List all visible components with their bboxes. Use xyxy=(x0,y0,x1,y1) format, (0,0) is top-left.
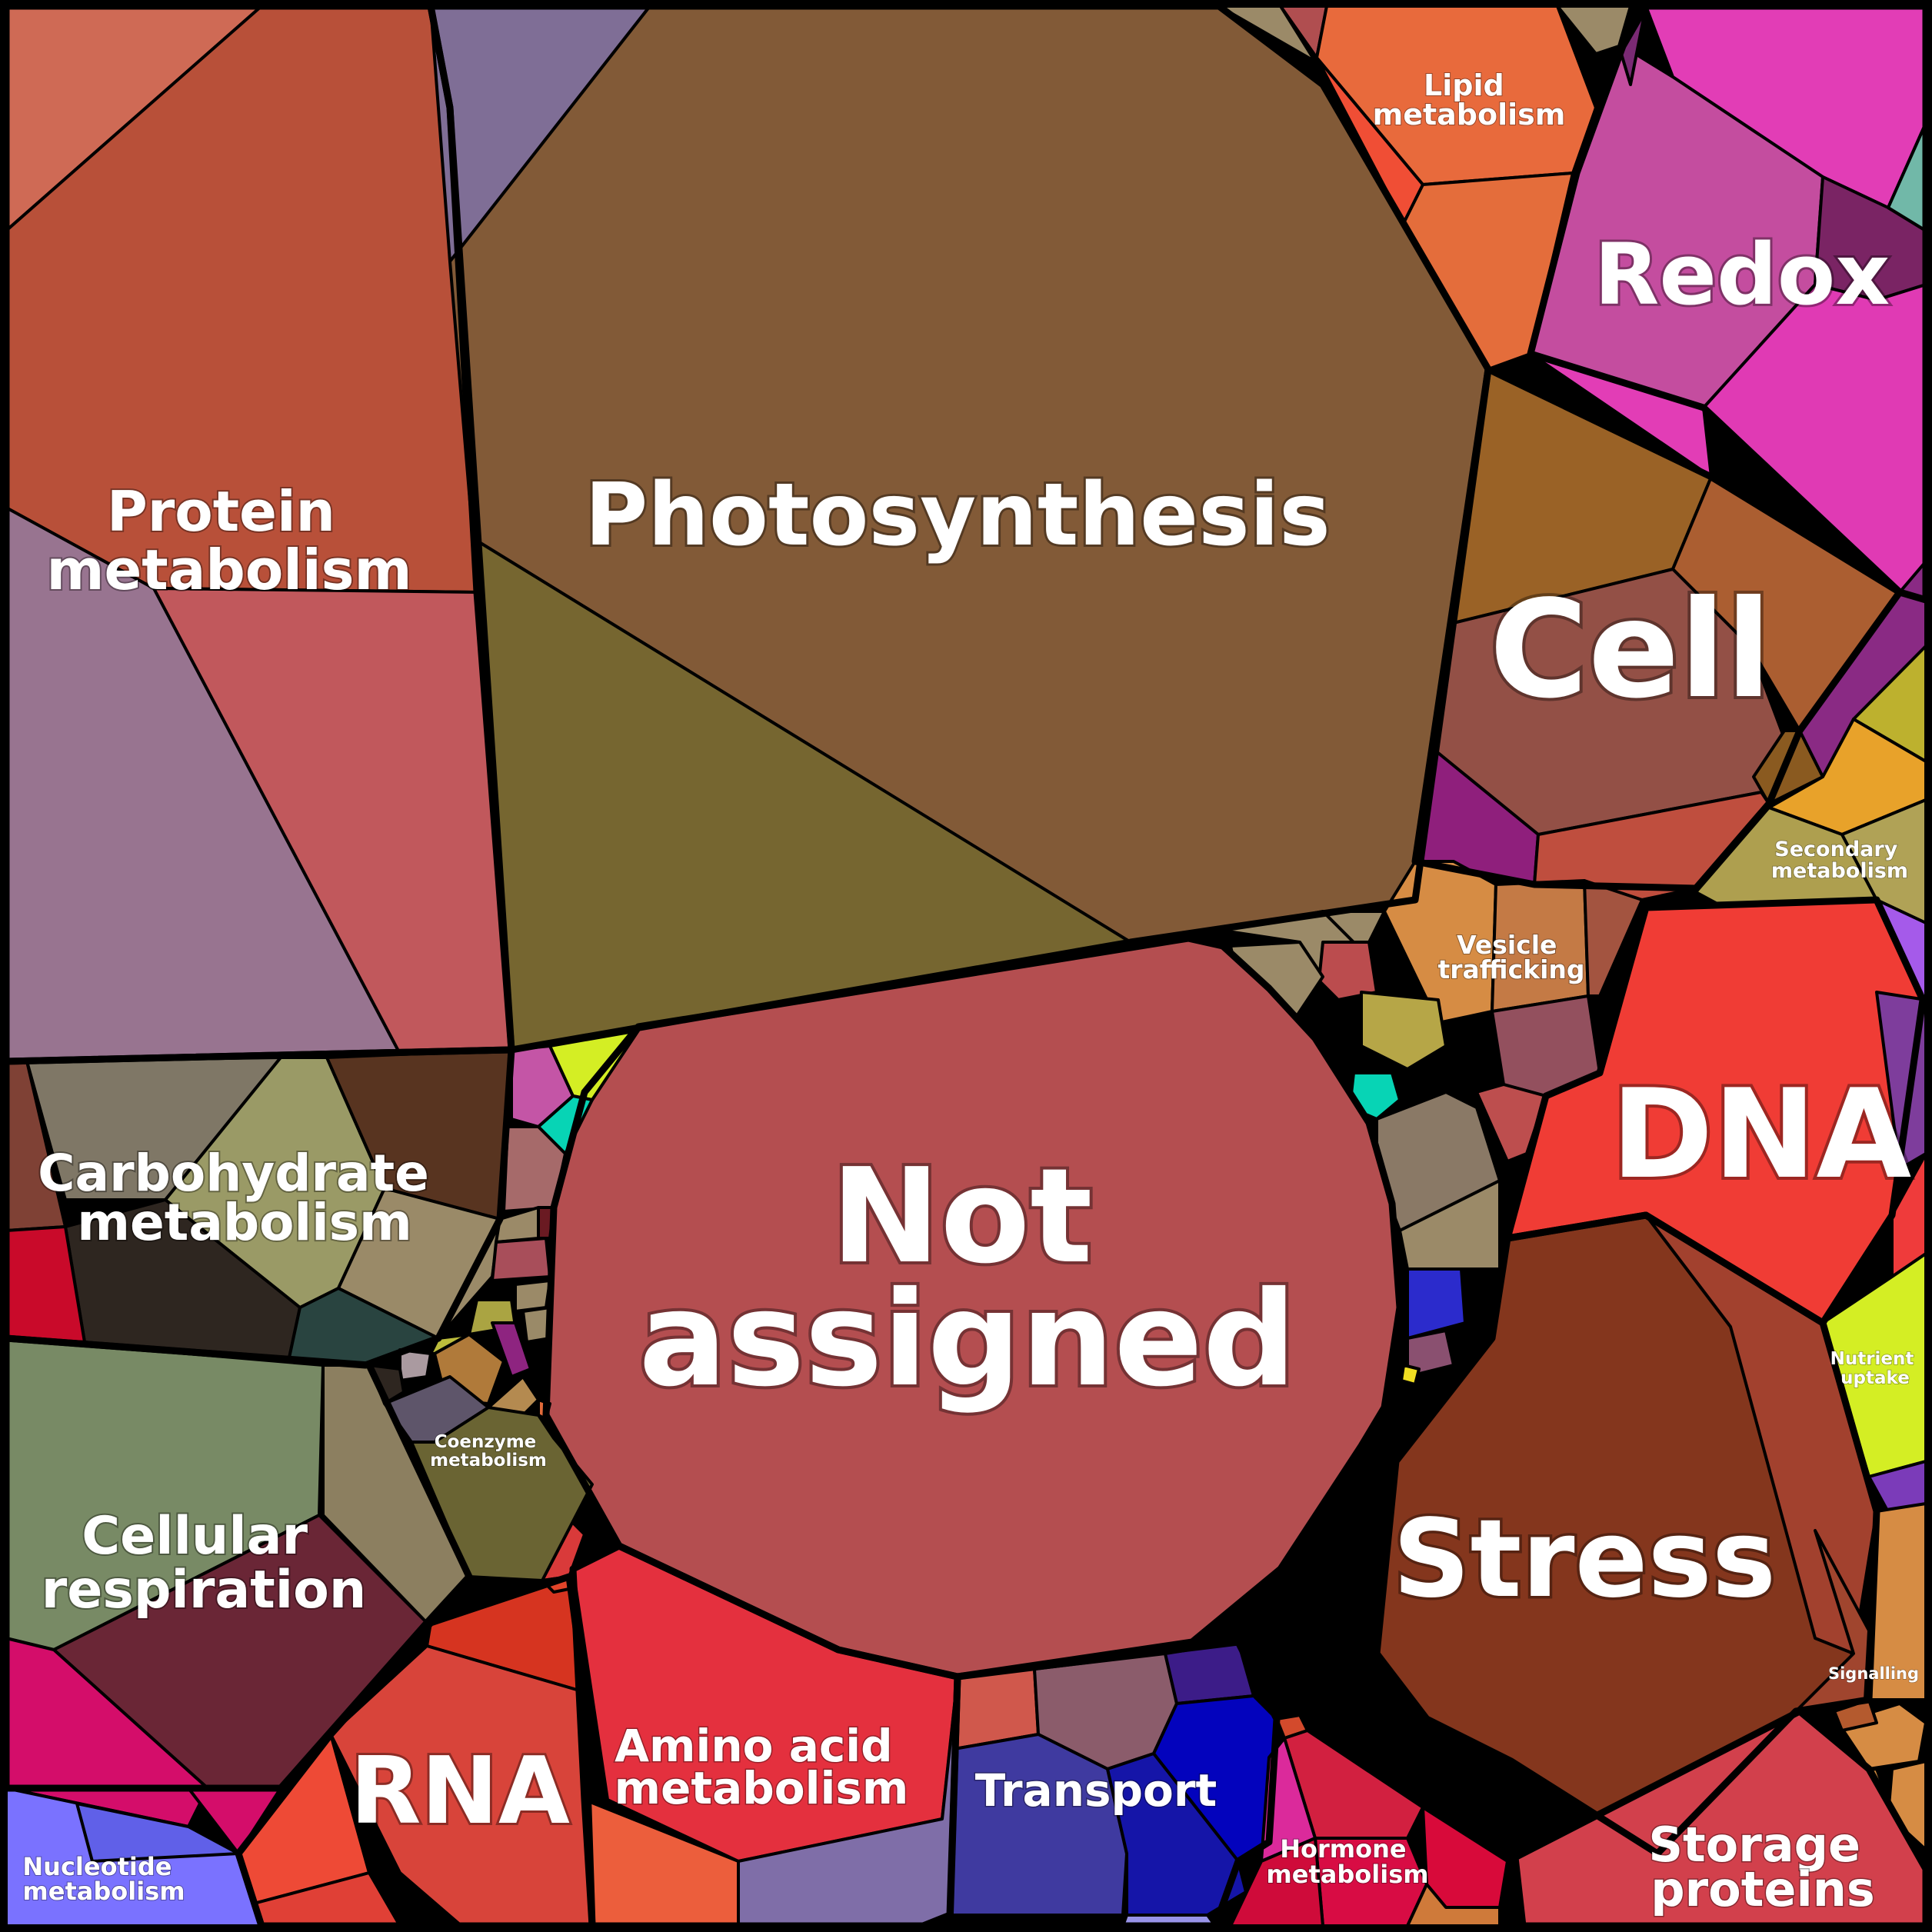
outline-stress xyxy=(1373,1211,1880,1857)
label-signalling: Signalling xyxy=(1828,1664,1919,1683)
label-photosynthesis: Photosynthesis xyxy=(585,465,1331,565)
cell xyxy=(491,1321,532,1378)
cell xyxy=(410,1406,594,1582)
treemap-cells xyxy=(5,5,1927,1927)
cell xyxy=(1400,1364,1421,1386)
category-labels: Photosynthesis Not assigned Protein meta… xyxy=(22,68,1920,1919)
label-rna: RNA xyxy=(350,1738,570,1845)
label-cellular-respiration: Cellular respiration xyxy=(42,1506,366,1621)
label-dna: DNA xyxy=(1611,1062,1912,1206)
cell xyxy=(1406,1883,1501,1927)
label-amino-acid-metabolism: Amino acid metabolism xyxy=(615,1720,909,1814)
label-nucleotide-metabolism: Nucleotide metabolism xyxy=(22,1852,185,1906)
label-not-assigned: Not assigned xyxy=(638,1141,1296,1416)
label-secondary-metabolism: Secondary metabolism xyxy=(1771,838,1908,883)
cell xyxy=(1406,1267,1467,1340)
label-hormone-metabolism: Hormone metabolism xyxy=(1266,1834,1428,1889)
label-nutrient-uptake: Nutrient uptake xyxy=(1830,1349,1920,1388)
label-transport: Transport xyxy=(975,1764,1217,1817)
cell xyxy=(1406,1329,1455,1378)
cell xyxy=(491,1237,551,1282)
cell xyxy=(1317,941,1378,1001)
label-coenzyme-metabolism: Coenzyme metabolism xyxy=(430,1432,547,1471)
label-protein-metabolism: Protein metabolism xyxy=(46,479,411,602)
outline-cell xyxy=(1411,365,1904,892)
label-vesicle-trafficking: Vesicle trafficking xyxy=(1437,930,1584,984)
label-lipid-metabolism: Lipid metabolism xyxy=(1373,68,1566,132)
cell xyxy=(1360,991,1447,1071)
label-storage-proteins: Storage proteins xyxy=(1648,1817,1877,1917)
outline-not-assigned xyxy=(542,934,1404,1681)
cell xyxy=(1315,56,1424,225)
label-carbohydrate-metabolism: Carbohydrate metabolism xyxy=(38,1144,447,1252)
cell xyxy=(1583,879,1644,998)
label-cell: Cell xyxy=(1489,572,1771,728)
label-redox: Redox xyxy=(1594,225,1890,324)
label-stress: Stress xyxy=(1393,1497,1776,1622)
